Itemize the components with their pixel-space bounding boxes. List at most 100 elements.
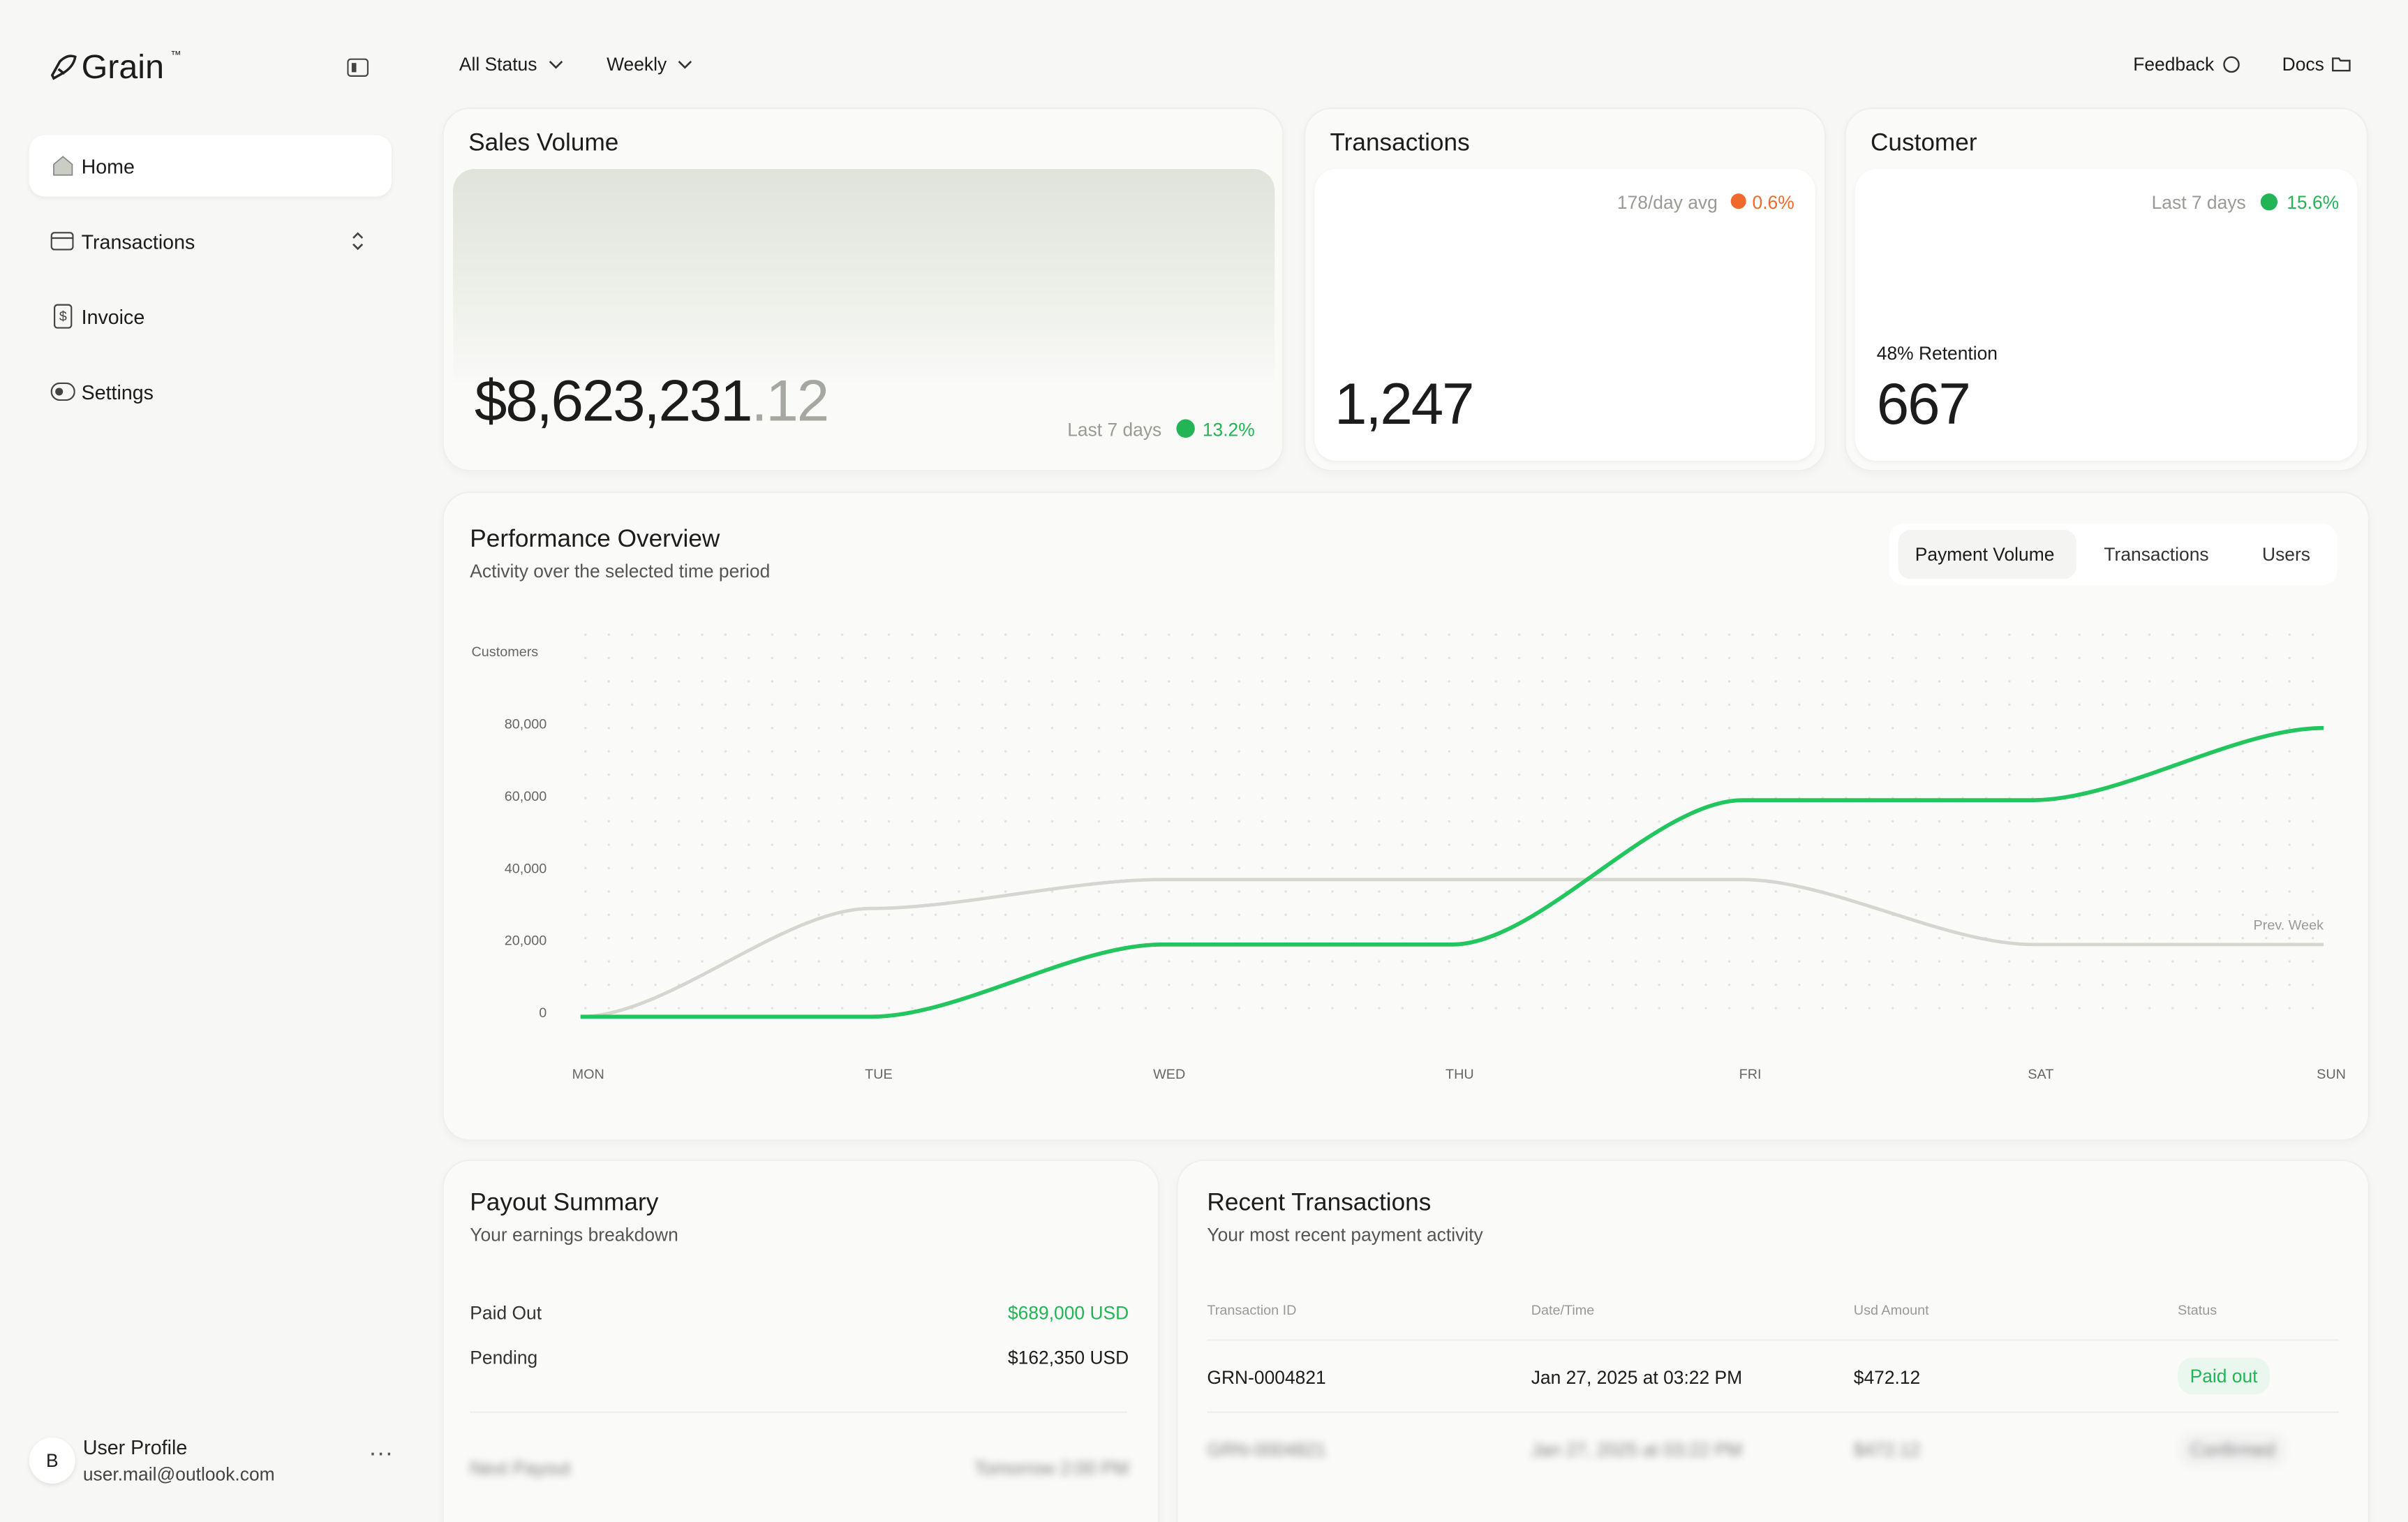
cell: $472.12 (1853, 1366, 1921, 1389)
y-tick-label: 80,000 (505, 717, 547, 732)
x-tick-label: SUN (2317, 1067, 2346, 1082)
section-title: Payout Summary (470, 1190, 659, 1217)
card-value: 667 (1876, 373, 1971, 438)
trademark: ™ (170, 50, 181, 61)
x-tick-label: MON (572, 1067, 604, 1082)
filter-dropdown[interactable]: Weekly (607, 53, 667, 75)
collapse-button[interactable] (347, 58, 369, 77)
cell: GRN-0004821 (1207, 1439, 1326, 1461)
change: 15.6% (2287, 191, 2340, 214)
dot-grid (579, 631, 2330, 1019)
performance-card: Performance Overview Activity over the s… (442, 491, 2370, 1142)
series-line (580, 878, 2324, 1019)
change: 13.2% (1202, 419, 1255, 441)
column-header[interactable]: Usd Amount (1853, 1302, 1929, 1318)
chevron (678, 61, 692, 69)
nav-item[interactable]: Settings (81, 380, 154, 404)
period: 178/day avg (1617, 191, 1718, 214)
card-art (453, 168, 1275, 461)
section-subtitle: Activity over the selected time period (470, 560, 771, 582)
sales-card: Sales Volume $8,623,231.12 Last 7 days 1… (442, 107, 1284, 472)
logo-icon (50, 54, 77, 80)
section-title: Performance Overview (470, 526, 720, 553)
y-tick-label: 0 (539, 1005, 547, 1021)
next-payout-value: Tomorrow 2:00 PM (974, 1457, 1129, 1479)
divider (1207, 1339, 2340, 1341)
series-line (580, 725, 2324, 1019)
card-panel (1855, 168, 2358, 461)
x-tick-label: WED (1153, 1067, 1185, 1082)
section-subtitle: Your most recent payment activity (1207, 1224, 1483, 1246)
down-badge (1730, 193, 1746, 209)
svg-text:$: $ (59, 309, 67, 324)
avatar: B (29, 1438, 75, 1484)
x-tick-label: FRI (1739, 1067, 1762, 1082)
amount-decimals: .12 (751, 370, 829, 435)
cell: Jan 27, 2025 at 03:22 PM (1531, 1366, 1743, 1389)
feedback-icon (2223, 56, 2240, 73)
filter-dropdown[interactable]: All Status (459, 53, 537, 75)
nav-active-bg (29, 135, 392, 197)
payout-value: $162,350 USD (1007, 1347, 1129, 1369)
divider (1207, 1411, 2340, 1413)
user-menu[interactable]: ··· (369, 1440, 394, 1467)
tab[interactable]: Payment Volume (1915, 543, 2055, 566)
y-axis-label: Customers (471, 644, 538, 660)
chart: Customers 0 20,000 40,000 60,000 80,000 MON TUE… (471, 631, 2346, 1082)
series-label: Prev. Week (2254, 918, 2324, 933)
transactions-table-card: Recent Transactions Your most recent pay… (1176, 1159, 2370, 1522)
brand: Grain (81, 47, 164, 87)
customer-card: Customer Last 7 days 15.6% 48% Retention… (1844, 107, 2368, 472)
payout-card: Payout Summary Your earnings breakdown P… (442, 1159, 1160, 1522)
up-badge (1176, 419, 1195, 438)
user-email: user.mail@outlook.com (82, 1463, 275, 1486)
docs-link[interactable]: Docs (2282, 53, 2324, 75)
payout-label: Pending (470, 1347, 538, 1369)
divider (470, 1411, 1128, 1413)
column-header[interactable]: Transaction ID (1207, 1302, 1297, 1318)
y-tick-label: 40,000 (505, 861, 547, 876)
status-badge: Confirmed (2178, 1431, 2288, 1469)
period: Last 7 days (1067, 419, 1162, 441)
status-badge: Paid out (2178, 1357, 2270, 1395)
settings-icon (50, 382, 75, 401)
card-panel (1314, 168, 1815, 461)
period: Last 7 days (2151, 191, 2246, 214)
nav-item[interactable]: Invoice (81, 305, 145, 329)
user-name: User Profile (82, 1435, 188, 1459)
card-icon (50, 232, 74, 251)
x-tick-label: THU (1445, 1067, 1474, 1082)
feedback-link[interactable]: Feedback (2133, 53, 2215, 75)
card-value: 1,247 (1335, 373, 1474, 438)
card-title: Transactions (1330, 130, 1470, 157)
payout-value: $689,000 USD (1007, 1302, 1129, 1324)
payout-label: Paid Out (470, 1302, 542, 1324)
card-title: Sales Volume (468, 130, 619, 157)
expand-icon[interactable] (350, 230, 366, 252)
home-icon (53, 156, 73, 176)
sales-value: $8,623,231.12 (474, 370, 829, 436)
section-subtitle: Your earnings breakdown (470, 1224, 678, 1246)
y-tick-label: 20,000 (505, 933, 547, 949)
retention: 48% Retention (1876, 342, 1998, 364)
nav-item[interactable]: Home (81, 155, 135, 179)
x-tick-label: SAT (2028, 1067, 2053, 1082)
amount: $8,623,231 (474, 370, 753, 435)
tab[interactable]: Users (2262, 543, 2311, 566)
column-header[interactable]: Date/Time (1531, 1302, 1595, 1318)
transactions-card: Transactions 178/day avg 0.6% 1,247 (1304, 107, 1827, 472)
chevron (549, 61, 563, 69)
change: 0.6% (1752, 191, 1794, 214)
up-badge (2260, 193, 2278, 211)
tab-active-bg (1898, 529, 2076, 579)
next-payout-label: Next Payout (470, 1457, 571, 1479)
column-header[interactable]: Status (2178, 1302, 2217, 1318)
nav-item[interactable]: Transactions (81, 230, 195, 253)
invoice-icon: $ (54, 304, 73, 329)
cell: GRN-0004821 (1207, 1366, 1326, 1389)
cell: $472.12 (1853, 1439, 1921, 1461)
tab[interactable]: Transactions (2104, 543, 2209, 566)
card-title: Customer (1870, 130, 1977, 157)
